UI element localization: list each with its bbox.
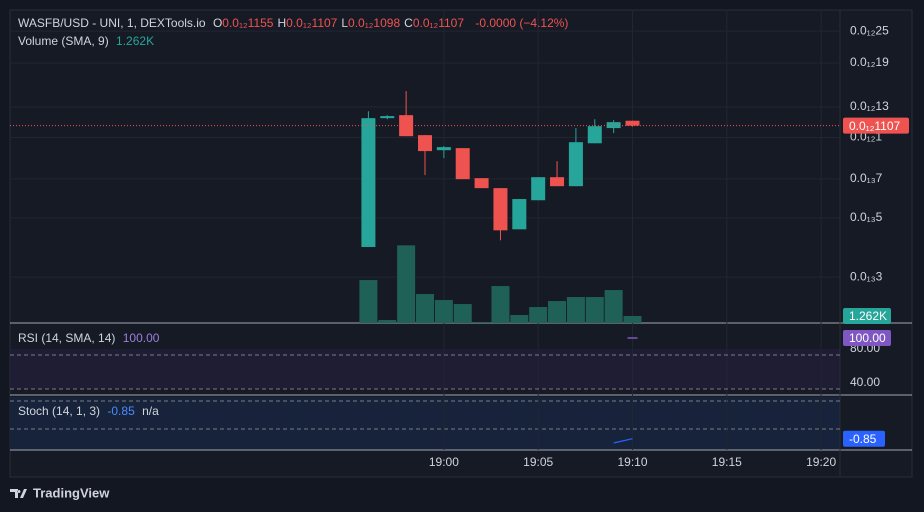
y-tick-label: 0.0₁₃5: [850, 210, 883, 224]
last-price-tag: [843, 117, 909, 134]
candle-body: [587, 126, 602, 144]
candle-body: [531, 177, 546, 201]
candle-body: [418, 135, 432, 152]
candle-body: [455, 148, 470, 180]
volume-bar: [566, 297, 585, 323]
volume-bar: [529, 307, 548, 323]
rsi-tag-label: 100.00: [849, 331, 886, 345]
last-price-label: 0.0₁₂1107: [849, 119, 901, 133]
candle-body: [380, 116, 395, 119]
stoch-tag-label: -0.85: [849, 432, 877, 446]
candle-body: [606, 122, 621, 129]
volume-value: 1.262K: [116, 34, 155, 48]
volume-bar: [472, 322, 491, 323]
y-tick-label: 0.0₁₂25: [850, 23, 889, 37]
volume-bar: [585, 297, 604, 323]
candle-body: [436, 147, 451, 151]
ohlc-key: C: [404, 16, 413, 30]
volume-bar: [416, 294, 434, 323]
volume-bar: [491, 286, 510, 323]
y-tick-label: 40.00: [850, 375, 880, 389]
candle-body: [361, 118, 376, 247]
ohlc: O0.0₁₂1155 H0.0₁₂1107 L0.0₁₂1098 C0.0₁₂1107: [213, 16, 468, 30]
candle-body: [568, 142, 583, 187]
candle-body: [493, 188, 508, 231]
x-tick-label: 19:15: [712, 455, 742, 469]
ohlc-value: 0.0₁₂1107: [286, 16, 338, 30]
volume-tag-label: 1.262K: [849, 309, 887, 323]
volume-bar: [548, 301, 567, 323]
volume-bar: [623, 316, 642, 323]
ohlc-key: H: [277, 16, 287, 30]
y-tick-label: 0.0₁₃7: [850, 171, 883, 185]
volume-legend: Volume (SMA, 9) 1.262K: [18, 34, 158, 48]
candle-body: [474, 178, 489, 189]
volume-bar: [359, 280, 378, 323]
candle-body: [512, 199, 527, 230]
stoch-extra: n/a: [142, 404, 159, 418]
volume-bar: [434, 300, 453, 323]
stoch-value: -0.85: [107, 404, 135, 418]
stoch-title: Stoch (14, 1, 3): [18, 404, 101, 418]
stoch-band: [10, 397, 840, 450]
volume-bar: [397, 245, 416, 323]
rsi-legend: RSI (14, SMA, 14) 100.00: [18, 331, 163, 345]
volume-bar: [453, 304, 472, 323]
stoch-legend: Stoch (14, 1, 3) -0.85 n/a: [18, 404, 163, 418]
ohlc-value: 0.0₁₂1098: [348, 16, 401, 30]
x-tick-label: 19:05: [523, 455, 553, 469]
stoch-line: [613, 438, 633, 444]
rsi-band: [10, 349, 840, 389]
rsi-value: 100.00: [122, 331, 160, 345]
candle-body: [625, 120, 640, 126]
x-tick-label: 19:10: [617, 455, 647, 469]
ohlc-value: 0.0₁₂1155: [222, 16, 274, 30]
x-tick-label: 19:00: [429, 455, 459, 469]
price-legend: WASFB/USD - UNI, 1, DEXTools.io O0.0₁₂11…: [18, 16, 572, 30]
volume-bar: [510, 315, 529, 323]
ohlc-key: L: [341, 16, 349, 30]
volume-tag: [843, 308, 891, 324]
brand: TradingView: [33, 485, 110, 500]
logo: [10, 489, 27, 498]
x-tick-label: 19:20: [806, 455, 836, 469]
symbol-title: WASFB/USD - UNI, 1, DEXTools.io: [18, 16, 206, 30]
y-tick-label: 0.0₁₂13: [850, 99, 889, 113]
volume-bar: [604, 290, 623, 323]
rsi-tag: [843, 329, 891, 346]
volume-title: Volume (SMA, 9): [18, 34, 109, 48]
ohlc-key: O: [212, 16, 223, 30]
ohlc-value: 0.0₁₂1107: [412, 16, 465, 30]
rsi-title: RSI (14, SMA, 14): [18, 331, 116, 345]
volume-bar: [378, 320, 397, 323]
y-tick-label: 0.0₁₂19: [850, 55, 889, 69]
y-tick-label: 0.0₁₃3: [850, 269, 883, 283]
stoch-tag: [843, 430, 885, 447]
change: -0.0000 (−4.12%): [475, 16, 569, 30]
candle-body: [550, 177, 565, 187]
